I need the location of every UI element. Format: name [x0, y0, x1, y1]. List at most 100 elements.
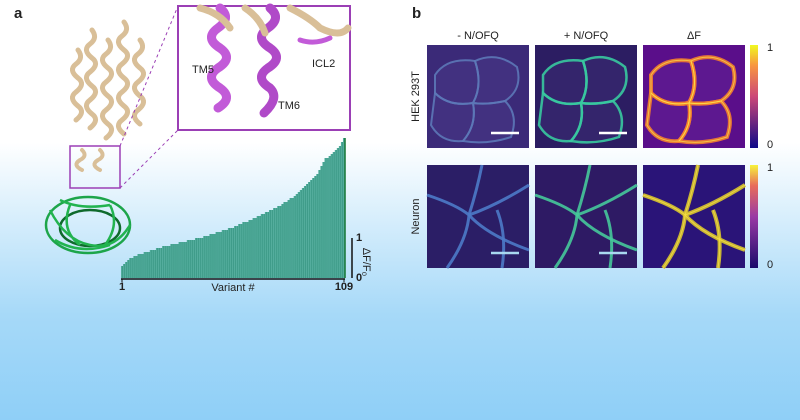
bar: [266, 212, 270, 278]
bar: [174, 244, 177, 278]
column-header: - N/OFQ: [457, 30, 499, 42]
bar: [312, 178, 315, 278]
x-tick-label: 1: [119, 281, 125, 293]
bar: [194, 238, 198, 278]
y-axis-label: ΔF/F₀: [360, 248, 372, 276]
panel-label: b: [412, 5, 421, 22]
hotspot: [712, 209, 721, 269]
inset-label: TM5: [192, 64, 214, 76]
micrograph: [535, 45, 637, 148]
y-tick-label: 0: [356, 272, 362, 284]
bar: [246, 222, 249, 278]
bar: [141, 254, 144, 278]
bar: [264, 212, 268, 278]
bar: [168, 246, 171, 278]
bar: [160, 248, 163, 278]
bar: [258, 216, 262, 278]
bar: [303, 186, 307, 278]
receptor-structure: [70, 19, 146, 172]
bar: [238, 224, 241, 278]
colorbar-tick-label: 1: [767, 162, 773, 174]
bar: [209, 234, 212, 278]
cell-outline: [445, 214, 471, 269]
colorbar-tick-label: 1: [767, 42, 773, 54]
inset-helices: [196, 3, 352, 118]
bar: [234, 226, 237, 278]
bar: [256, 216, 259, 278]
bar: [190, 240, 194, 278]
bar: [254, 218, 257, 278]
column-header: + N/OFQ: [564, 30, 609, 42]
colorbar: [750, 165, 758, 268]
bar: [135, 256, 138, 278]
bar: [260, 214, 264, 278]
bar: [330, 154, 333, 278]
bar: [334, 150, 338, 278]
bar: [297, 192, 301, 278]
bar: [153, 250, 157, 278]
bar: [268, 210, 272, 278]
bar: [223, 230, 227, 278]
bar-chart: 1 109 Variant # 0 1 ΔF/F₀: [119, 138, 372, 294]
bar: [137, 254, 140, 278]
bar: [262, 214, 266, 278]
bar: [301, 188, 305, 278]
hotspot: [684, 214, 746, 251]
bar: [188, 240, 192, 278]
colorbar: [750, 45, 758, 148]
bar: [248, 220, 251, 278]
bar: [291, 198, 294, 278]
x-axis-label: Variant #: [211, 282, 255, 294]
bar: [186, 240, 190, 278]
bar: [231, 228, 235, 278]
bar: [338, 146, 342, 278]
bar: [184, 242, 188, 278]
bar: [340, 142, 344, 278]
bar: [166, 246, 169, 278]
bar: [310, 180, 313, 278]
bar: [293, 196, 296, 278]
cell-outline: [579, 55, 628, 105]
bar: [203, 236, 206, 278]
hotspot: [684, 164, 699, 216]
hotspot: [662, 214, 686, 269]
bar: [219, 232, 222, 278]
bar: [147, 252, 151, 278]
bar: [123, 264, 126, 278]
cell-outline: [553, 214, 579, 269]
inset-label: TM6: [278, 100, 300, 112]
bar: [131, 258, 134, 278]
panel-label: a: [14, 5, 23, 22]
bar: [217, 232, 220, 278]
bar: [143, 252, 146, 278]
inset-label: ICL2: [312, 58, 335, 70]
cell-outline: [685, 55, 737, 106]
bar: [205, 236, 208, 278]
micrograph: [643, 45, 745, 148]
bar: [178, 242, 181, 278]
bar: [164, 246, 167, 278]
bar: [157, 248, 161, 278]
bar: [201, 238, 204, 278]
bar: [125, 262, 128, 278]
cell-outline: [603, 209, 614, 269]
bar: [215, 232, 218, 278]
bar: [176, 244, 179, 278]
bar: [240, 224, 243, 278]
bar: [320, 166, 323, 278]
bar: [324, 158, 327, 278]
bar: [139, 254, 142, 278]
colorbar-tick-label: 0: [767, 139, 773, 151]
colorbar-tick-label: 0: [767, 259, 773, 271]
hotspot: [678, 100, 731, 143]
bar: [127, 260, 130, 278]
bar: [236, 226, 239, 278]
bar: [295, 194, 299, 278]
bar: [227, 228, 231, 278]
bar: [342, 138, 346, 278]
cell-outline: [467, 213, 530, 252]
bar: [336, 148, 340, 278]
bar: [133, 256, 136, 278]
bar: [229, 228, 233, 278]
